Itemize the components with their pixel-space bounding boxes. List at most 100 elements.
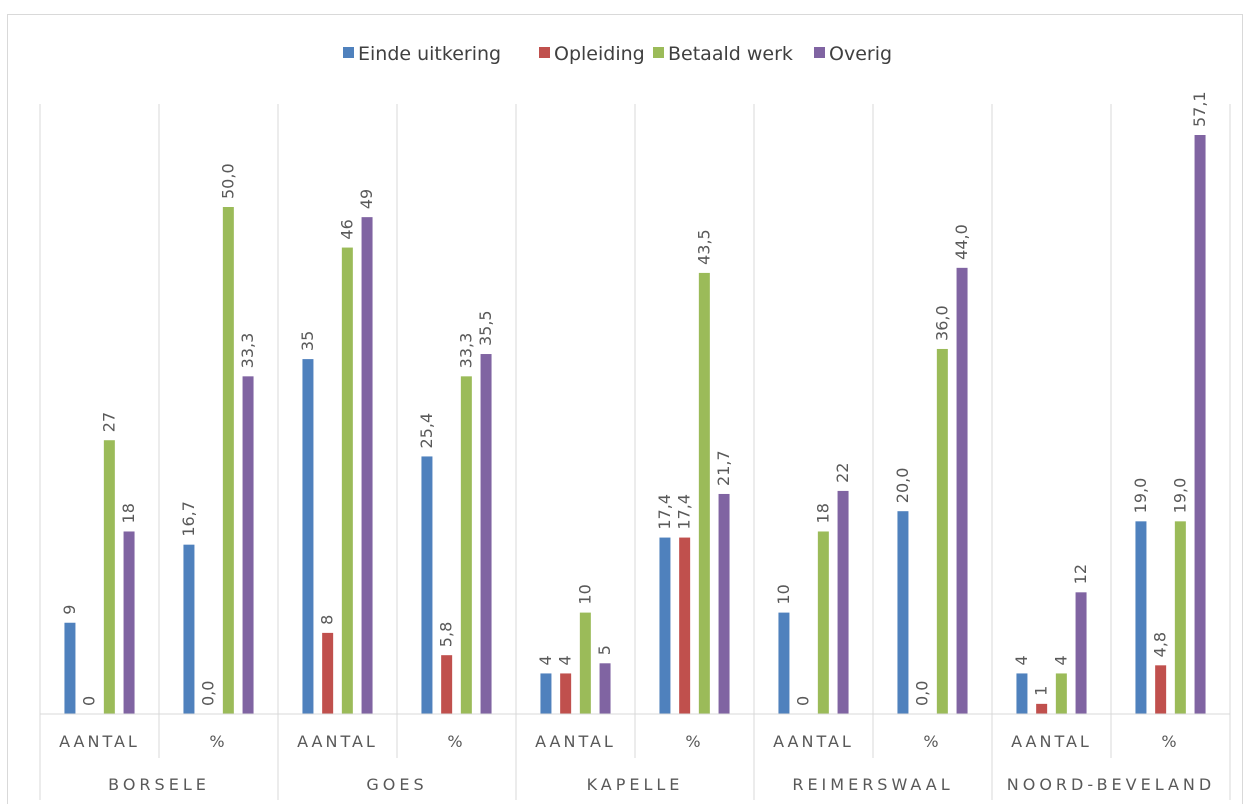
bar-betaald-werk-kapelle-aantal: [579, 612, 591, 714]
tick-label-borsele: %: [209, 732, 227, 751]
tick-label-borsele-aantal: AANTAL: [59, 732, 140, 751]
tick-label-goes: %: [447, 732, 465, 751]
data-label-overig-borsele-aantal: 18: [119, 503, 138, 523]
bar-einde-uitkering-reimerswaal: [897, 511, 909, 714]
chart-frame: [7, 14, 1243, 804]
legend-swatch-betaald-werk: [653, 47, 664, 58]
data-label-overig-borsele: 33,3: [238, 333, 257, 369]
legend-swatch-opleiding: [539, 47, 550, 58]
bar-einde-uitkering-noord-beveland: [1135, 521, 1147, 714]
bar-einde-uitkering-noord-beveland-aantal: [1016, 673, 1028, 714]
group-label-kapelle: KAPELLE: [587, 775, 684, 794]
bar-overig-goes: [480, 354, 492, 714]
data-label-opleiding-reimerswaal-aantal: 0: [794, 696, 813, 706]
tick-label-noord-beveland: %: [1161, 732, 1179, 751]
legend-label-overig: Overig: [829, 43, 892, 65]
data-label-opleiding-borsele-aantal: 0: [80, 696, 99, 706]
bar-einde-uitkering-kapelle-aantal: [540, 673, 552, 714]
bar-overig-kapelle: [718, 493, 730, 714]
data-label-overig-noord-beveland-aantal: 12: [1071, 564, 1090, 584]
data-label-einde-uitkering-borsele-aantal: 9: [60, 605, 79, 615]
data-label-overig-goes-aantal: 49: [357, 189, 376, 209]
data-label-opleiding-goes: 5,8: [437, 622, 456, 647]
data-label-overig-goes: 35,5: [476, 310, 495, 346]
data-label-betaald-werk-borsele-aantal: 27: [99, 412, 118, 432]
data-label-einde-uitkering-goes-aantal: 35: [298, 331, 317, 351]
bar-overig-borsele: [242, 376, 254, 714]
group-label-goes: GOES: [366, 775, 427, 794]
bar-einde-uitkering-reimerswaal-aantal: [778, 612, 790, 714]
data-label-betaald-werk-kapelle-aantal: 10: [575, 584, 594, 604]
bar-betaald-werk-borsele-aantal: [103, 440, 115, 714]
data-label-opleiding-kapelle-aantal: 4: [556, 655, 575, 665]
data-label-betaald-werk-kapelle: 43,5: [694, 229, 713, 265]
bar-betaald-werk-goes-aantal: [341, 247, 353, 714]
bar-einde-uitkering-kapelle: [659, 537, 671, 714]
bar-betaald-werk-goes: [460, 376, 472, 714]
bar-betaald-werk-noord-beveland-aantal: [1055, 673, 1067, 714]
legend-label-einde-uitkering: Einde uitkering: [358, 43, 501, 65]
bar-overig-noord-beveland-aantal: [1075, 592, 1087, 714]
legend: Einde uitkering Opleiding Betaald werk Over…: [343, 43, 892, 65]
bar-overig-goes-aantal: [361, 217, 373, 714]
bar-einde-uitkering-goes-aantal: [302, 359, 314, 714]
tick-label-reimerswaal: %: [923, 732, 941, 751]
data-label-overig-kapelle-aantal: 5: [595, 645, 614, 655]
data-label-betaald-werk-noord-beveland: 19,0: [1170, 478, 1189, 514]
data-label-einde-uitkering-reimerswaal: 20,0: [893, 468, 912, 504]
data-label-opleiding-goes-aantal: 8: [318, 615, 337, 625]
tick-label-goes-aantal: AANTAL: [297, 732, 378, 751]
group-label-borsele: BORSELE: [108, 775, 210, 794]
group-label-noord-beveland: NOORD-BEVELAND: [1007, 775, 1215, 794]
bar-betaald-werk-reimerswaal: [936, 348, 948, 714]
data-label-overig-noord-beveland: 57,1: [1190, 91, 1209, 127]
bar-overig-reimerswaal-aantal: [837, 490, 849, 714]
data-label-einde-uitkering-borsele: 16,7: [179, 501, 198, 537]
bar-einde-uitkering-borsele-aantal: [64, 622, 76, 714]
bar-opleiding-goes: [441, 655, 453, 714]
data-label-overig-reimerswaal-aantal: 22: [833, 463, 852, 483]
data-label-opleiding-kapelle: 17,4: [675, 494, 694, 530]
bar-opleiding-noord-beveland: [1155, 665, 1167, 714]
bar-opleiding-noord-beveland-aantal: [1036, 703, 1048, 714]
data-label-betaald-werk-borsele: 50,0: [218, 163, 237, 199]
bar-betaald-werk-kapelle: [698, 272, 710, 714]
bar-overig-reimerswaal: [956, 267, 968, 714]
data-label-einde-uitkering-kapelle: 17,4: [655, 494, 674, 530]
tick-label-reimerswaal-aantal: AANTAL: [773, 732, 854, 751]
bar-opleiding-kapelle: [679, 537, 691, 714]
bar-overig-kapelle-aantal: [599, 663, 611, 714]
tick-label-noord-beveland-aantal: AANTAL: [1011, 732, 1092, 751]
legend-swatch-einde-uitkering: [343, 47, 354, 58]
data-label-opleiding-noord-beveland: 4,8: [1151, 632, 1170, 657]
legend-swatch-overig: [814, 47, 825, 58]
data-label-betaald-werk-reimerswaal: 36,0: [932, 305, 951, 341]
data-label-opleiding-reimerswaal: 0,0: [913, 681, 932, 706]
data-label-einde-uitkering-kapelle-aantal: 4: [536, 655, 555, 665]
data-label-betaald-werk-goes-aantal: 46: [337, 219, 356, 239]
legend-label-opleiding: Opleiding: [554, 43, 645, 65]
bar-overig-noord-beveland: [1194, 135, 1206, 715]
data-label-overig-reimerswaal: 44,0: [952, 224, 971, 260]
data-label-overig-kapelle: 21,7: [714, 450, 733, 486]
group-label-reimerswaal: REIMERSWAAL: [792, 775, 953, 794]
data-label-betaald-werk-reimerswaal-aantal: 18: [813, 503, 832, 523]
data-label-einde-uitkering-noord-beveland: 19,0: [1131, 478, 1150, 514]
bar-betaald-werk-noord-beveland: [1174, 521, 1186, 714]
data-label-einde-uitkering-reimerswaal-aantal: 10: [774, 584, 793, 604]
data-label-opleiding-borsele: 0,0: [199, 681, 218, 706]
bar-overig-borsele-aantal: [123, 531, 135, 714]
x-axis: AANTAL% AANTAL% AANTAL% AANTAL% AANTAL % BORSE…: [39, 104, 1231, 800]
tick-label-kapelle: %: [685, 732, 703, 751]
bar-einde-uitkering-goes: [421, 456, 433, 714]
data-label-einde-uitkering-goes: 25,4: [417, 413, 436, 449]
bar-opleiding-kapelle-aantal: [560, 673, 572, 714]
data-label-betaald-werk-goes: 33,3: [456, 333, 475, 369]
legend-label-betaald-werk: Betaald werk: [668, 43, 793, 65]
bar-einde-uitkering-borsele: [183, 544, 195, 714]
data-label-einde-uitkering-noord-beveland-aantal: 4: [1012, 655, 1031, 665]
tick-label-kapelle-aantal: AANTAL: [535, 732, 616, 751]
data-label-opleiding-noord-beveland-aantal: 1: [1032, 686, 1051, 696]
